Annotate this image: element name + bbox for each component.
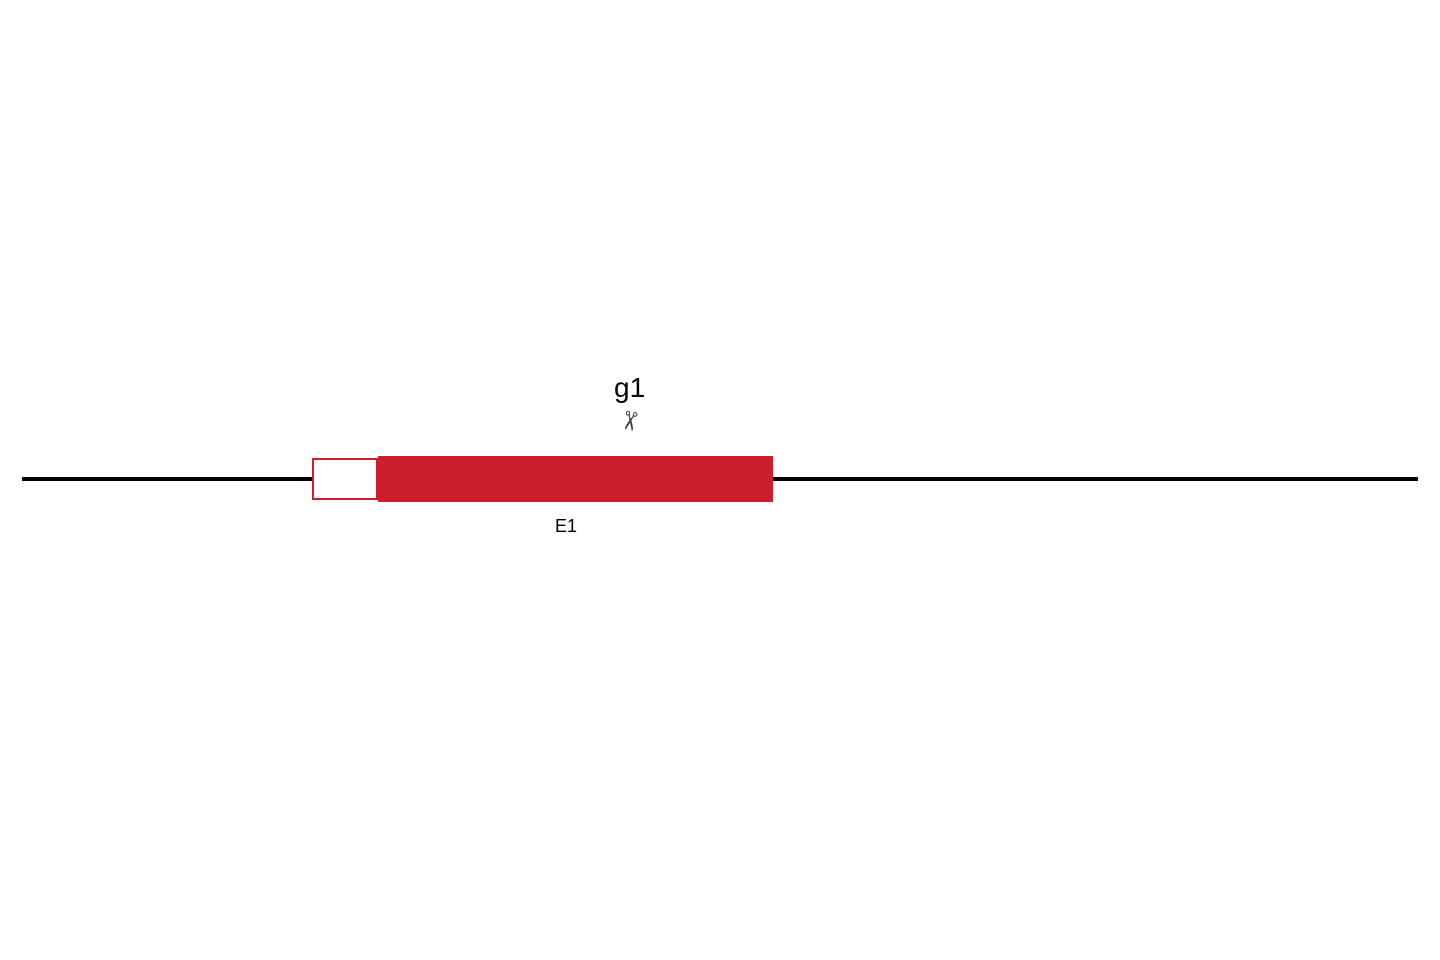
exon-utr-box: [312, 458, 378, 500]
gene-diagram: E1 g1 ✂: [0, 0, 1440, 960]
exon-cds-box: [378, 456, 773, 502]
guide-label: g1: [614, 372, 645, 404]
scissors-icon: ✂: [615, 408, 644, 434]
exon-label: E1: [555, 516, 577, 537]
